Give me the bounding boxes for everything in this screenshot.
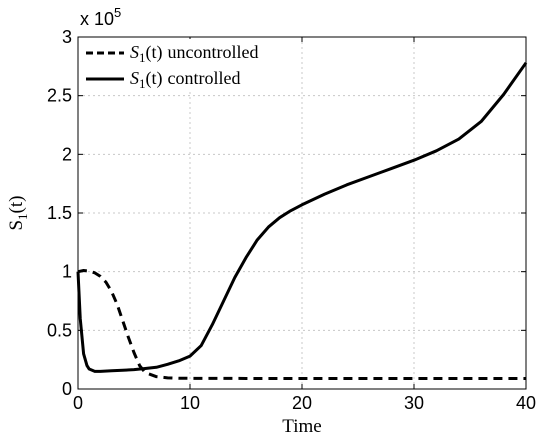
y-axis-label: S1(t) bbox=[6, 195, 30, 230]
y-tick-label: 0 bbox=[62, 379, 72, 399]
y-scale-base: x 10 bbox=[80, 9, 114, 29]
y-tick-label: 1 bbox=[62, 262, 72, 282]
x-tick-label: 10 bbox=[180, 393, 200, 413]
legend-label-uncontrolled: S1(t) uncontrolled bbox=[130, 42, 258, 65]
y-tick-label: 0.5 bbox=[47, 320, 72, 340]
legend-label-controlled: S1(t) controlled bbox=[130, 68, 240, 91]
y-scale-label: x 105 bbox=[80, 5, 121, 29]
legend-box bbox=[81, 39, 281, 91]
y-scale-exponent: 5 bbox=[114, 5, 121, 20]
series-group bbox=[76, 61, 528, 380]
y-tick-label: 2.5 bbox=[47, 86, 72, 106]
ticks bbox=[77, 36, 527, 390]
y-tick-label: 3 bbox=[62, 27, 72, 47]
series-line-uncontrolled bbox=[77, 268, 526, 380]
x-axis-label: Time bbox=[282, 416, 321, 437]
y-axis-label-suffix: (t) bbox=[6, 195, 27, 213]
x-tick-label: 20 bbox=[292, 393, 312, 413]
tick-labels: 0 10 20 30 40 0 0.5 1 1.5 2 2.5 3 bbox=[47, 27, 536, 413]
y-axis-label-sub: 1 bbox=[15, 213, 30, 220]
x-tick-label: 40 bbox=[516, 393, 536, 413]
grid bbox=[78, 37, 526, 389]
y-axis-label-var: S bbox=[6, 220, 27, 231]
series-line-controlled bbox=[76, 61, 528, 373]
y-tick-label: 2 bbox=[62, 144, 72, 164]
y-tick-label: 1.5 bbox=[47, 203, 72, 223]
x-tick-label: 30 bbox=[404, 393, 424, 413]
legend: S1(t) uncontrolled S1(t) controlled bbox=[81, 39, 281, 91]
x-tick-label: 0 bbox=[73, 393, 83, 413]
